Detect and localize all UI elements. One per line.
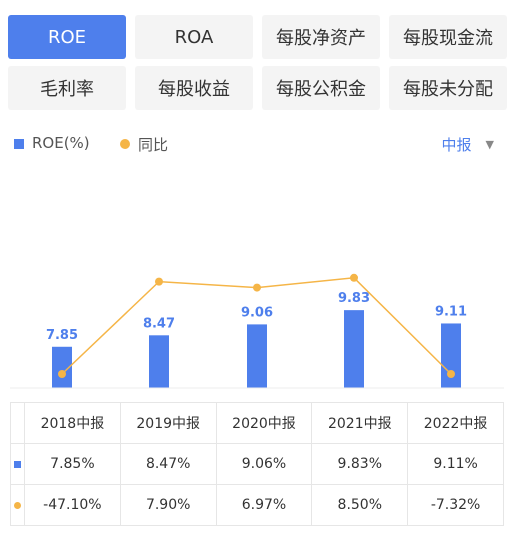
roe-bar: [247, 324, 267, 388]
period-select-value: 中报: [441, 136, 472, 154]
roe-bar: [149, 335, 169, 388]
roe-legend-swatch: [14, 139, 24, 149]
yoy-cell: -47.10%: [24, 484, 121, 526]
data-table: 2018中报 2019中报 2020中报 2021中报 2022中报 7.85%…: [10, 402, 504, 526]
bars-group: 7.85 8.47 9.06 9.83 9.11: [46, 291, 467, 388]
table-header-cell: 2019中报: [119, 402, 217, 444]
yoy-point: [253, 283, 261, 292]
table-header-row: 2018中报 2019中报 2020中报 2021中报 2022中报: [10, 402, 504, 444]
bar-value-label: 9.11: [435, 304, 467, 319]
roe-cell: 9.83%: [311, 443, 409, 485]
tab-roa[interactable]: ROA: [135, 15, 253, 59]
bar-value-label: 9.06: [241, 305, 273, 320]
table-header-cell: 2018中报: [24, 402, 121, 444]
roe-row-marker: [10, 443, 25, 485]
bar-value-label: 8.47: [143, 316, 175, 331]
table-row-yoy: -47.10% 7.90% 6.97% 8.50% -7.32%: [10, 484, 504, 526]
tab-reserve-per-share[interactable]: 每股公积金: [262, 66, 380, 110]
yoy-point: [155, 277, 163, 286]
header-corner-cell: [10, 402, 25, 444]
tab-gross-margin[interactable]: 毛利率: [8, 66, 126, 110]
bar-value-label: 7.85: [46, 328, 78, 343]
period-select[interactable]: 中报 ▼: [442, 134, 494, 155]
chart-legend: ROE(%) 同比 中报 ▼: [14, 132, 494, 156]
table-header-cell: 2021中报: [311, 402, 409, 444]
yoy-legend-label: 同比: [138, 136, 169, 154]
roe-cell: 9.06%: [215, 443, 313, 485]
roe-bar: [52, 346, 72, 388]
tab-roe[interactable]: ROE: [8, 15, 126, 59]
yoy-cell: 7.90%: [119, 484, 217, 526]
table-header-cell: 2022中报: [407, 402, 504, 444]
tab-eps[interactable]: 每股收益: [135, 66, 253, 110]
tab-net-assets-per-share[interactable]: 每股净资产: [262, 15, 380, 59]
yoy-cell: -7.32%: [407, 484, 504, 526]
yoy-row-marker: [10, 484, 25, 526]
roe-legend-label: ROE(%): [32, 134, 90, 152]
yoy-cell: 8.50%: [311, 484, 409, 526]
roe-cell: 7.85%: [24, 443, 121, 485]
yoy-cell: 6.97%: [215, 484, 313, 526]
roe-bar: [441, 323, 461, 388]
roe-cell: 9.11%: [407, 443, 504, 485]
roe-bar: [344, 310, 364, 388]
tab-undistributed-per-share[interactable]: 每股未分配: [389, 66, 507, 110]
roe-chart: 7.85 8.47 9.06 9.83 9.11: [10, 273, 504, 389]
tab-cash-flow-per-share[interactable]: 每股现金流: [389, 15, 507, 59]
yoy-point: [350, 273, 358, 282]
table-row-roe: 7.85% 8.47% 9.06% 9.83% 9.11%: [10, 443, 504, 485]
bar-value-label: 9.83: [338, 291, 370, 306]
square-marker-icon: [14, 461, 21, 468]
dot-marker-icon: [14, 502, 21, 509]
caret-down-icon: ▼: [485, 138, 494, 151]
yoy-line-group: [58, 273, 455, 378]
yoy-point: [58, 370, 66, 378]
yoy-legend-swatch: [120, 139, 130, 149]
roe-cell: 8.47%: [119, 443, 217, 485]
yoy-point: [447, 370, 455, 378]
table-header-cell: 2020中报: [215, 402, 313, 444]
